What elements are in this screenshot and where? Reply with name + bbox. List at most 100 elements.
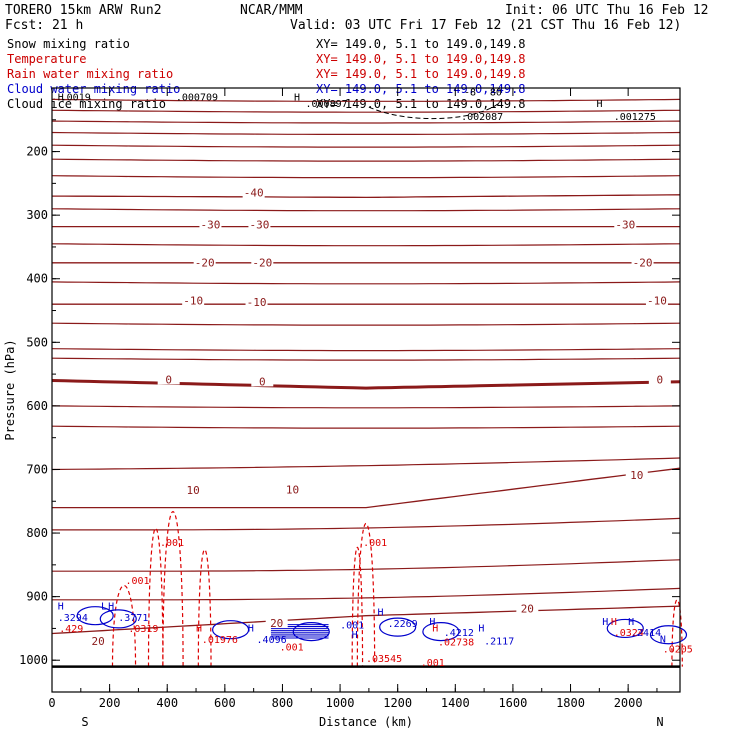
temperature-isotherm (51, 281, 681, 285)
rain-contour (197, 549, 212, 667)
mixing-ratio-label: .001 (280, 643, 304, 654)
temperature-label: -30 (249, 218, 269, 231)
mixing-ratio-label: .001 (363, 538, 387, 549)
mixing-ratio-label: .03545 (366, 654, 402, 665)
temperature-isotherm (51, 357, 681, 361)
temperature-label: 20 (270, 617, 283, 630)
mixing-ratio-label: .4096 (257, 635, 287, 646)
init-time: Init: 06 UTC Thu 16 Feb 12 (505, 3, 709, 18)
x-tick-label: 800 (272, 696, 294, 710)
x-tick-label: 400 (156, 696, 178, 710)
mixing-ratio-label: .001275 (614, 112, 656, 123)
label-background (251, 256, 274, 268)
plot-area: -40 -30 -30 -30 -20 -20 -20 -10 -10 -10 0 0 0 10 10 10 2… (51, 88, 693, 669)
mixing-ratio-label: .3771 (118, 613, 148, 624)
mixing-ratio-label: .429 (59, 624, 83, 635)
label-background (199, 218, 222, 230)
legend-xy: XY= 149.0, 5.1 to 149.0,149.8 (316, 82, 526, 96)
mixing-ratio-label: H (58, 93, 64, 104)
temperature-isotherm (51, 208, 681, 212)
cloud-water-contour (99, 609, 137, 629)
temperature-isotherm (52, 517, 681, 531)
y-tick-label: 400 (26, 272, 48, 286)
x-tick-label: 1000 (326, 696, 355, 710)
y-tick-label: 700 (26, 462, 48, 476)
rain-contour (671, 599, 683, 667)
label-background (157, 373, 180, 385)
mixing-ratio-label: .002087 (461, 112, 503, 123)
label-background (281, 483, 304, 495)
mixing-ratio-label: .0019 (61, 93, 91, 104)
north-label: N (656, 715, 663, 729)
temperature-isotherm (52, 587, 681, 601)
mixing-ratio-label: H (352, 630, 358, 641)
legend-xy: XY= 149.0, 5.1 to 149.0,149.8 (316, 97, 526, 111)
temperature-label: 20 (521, 602, 534, 615)
legend-xy: XY= 149.0, 5.1 to 149.0,149.8 (316, 37, 526, 51)
temperature-label: -20 (633, 256, 653, 269)
mixing-ratio-label: L (101, 601, 107, 612)
mixing-ratio-label: H (58, 601, 64, 612)
legend-xy: XY= 149.0, 5.1 to 149.0,149.8 (316, 52, 526, 66)
rain-contour (356, 522, 376, 667)
mixing-ratio-label: H (432, 624, 438, 635)
temperature-isotherm (51, 144, 681, 148)
model-title: TORERO 15km ARW Run2 (5, 3, 162, 18)
label-background (251, 375, 274, 387)
label-background (516, 602, 539, 614)
cloud-water-contour (422, 621, 460, 642)
mixing-ratio-label: .0205 (663, 645, 693, 656)
mixing-ratio-label: H (294, 93, 300, 104)
temperature-label: 20 (91, 635, 104, 648)
temperature-isotherm (51, 158, 681, 162)
cloud-water-contour (606, 618, 644, 639)
temperature-label: -20 (252, 256, 272, 269)
forecast-hour: Fcst: 21 h (5, 18, 83, 33)
temperature-isotherm (51, 405, 681, 409)
legend-entry: Cloud water mixing ratio (7, 82, 180, 96)
temperature-label: -10 (183, 295, 203, 308)
x-tick-label: 200 (99, 696, 121, 710)
temperature-isotherm (51, 98, 681, 103)
label-background (248, 218, 271, 230)
temperature-isotherm (52, 559, 681, 572)
y-axis-label: Pressure (hPa) (3, 339, 17, 440)
header: TORERO 15km ARW Run2 NCAR/MMM Init: 06 U… (5, 3, 709, 33)
mixing-ratio-label: .2414 (631, 628, 661, 639)
temperature-label: -10 (647, 295, 667, 308)
plot-frame (51, 87, 681, 693)
label-background (265, 616, 288, 628)
temperature-isotherm (52, 194, 681, 199)
mixing-ratio-label: .001 (160, 538, 184, 549)
x-axis-label: Distance (km) (319, 715, 413, 729)
mixing-ratio-label: .2117 (484, 636, 514, 647)
mixing-ratio-label: .001 (125, 576, 149, 587)
legend-entry: Snow mixing ratio (7, 37, 130, 51)
y-tick-label: 500 (26, 335, 48, 349)
temperature-isotherm (52, 467, 681, 509)
temperature-label: 0 (259, 375, 266, 388)
label-background (182, 484, 205, 496)
mixing-ratio-label: H (596, 99, 602, 110)
label-background (648, 373, 671, 385)
y-tick-label: 900 (26, 590, 48, 604)
south-label: S (81, 715, 88, 729)
x-tick-label: 1400 (441, 696, 470, 710)
temperature-label: 0 (657, 373, 664, 386)
temperature-isotherm (51, 120, 681, 124)
x-tick-label: 1600 (498, 696, 527, 710)
temperature-isotherm (51, 109, 681, 113)
label-background (645, 294, 668, 306)
mixing-ratio-label: .3294 (58, 613, 88, 624)
mixing-ratio-label: .4212 (444, 628, 474, 639)
mixing-ratio-label: .0319 (128, 624, 158, 635)
cloud-water-contour (379, 617, 417, 637)
temperature-label: -30 (201, 218, 221, 231)
cloud-water-contour (76, 606, 114, 626)
temperature-isotherm (51, 175, 681, 179)
cloud-water-contour (212, 620, 250, 640)
mixing-ratio-label: H (611, 617, 617, 628)
rain-contour (162, 511, 184, 667)
mixing-ratio-label: .000709 (176, 93, 218, 104)
